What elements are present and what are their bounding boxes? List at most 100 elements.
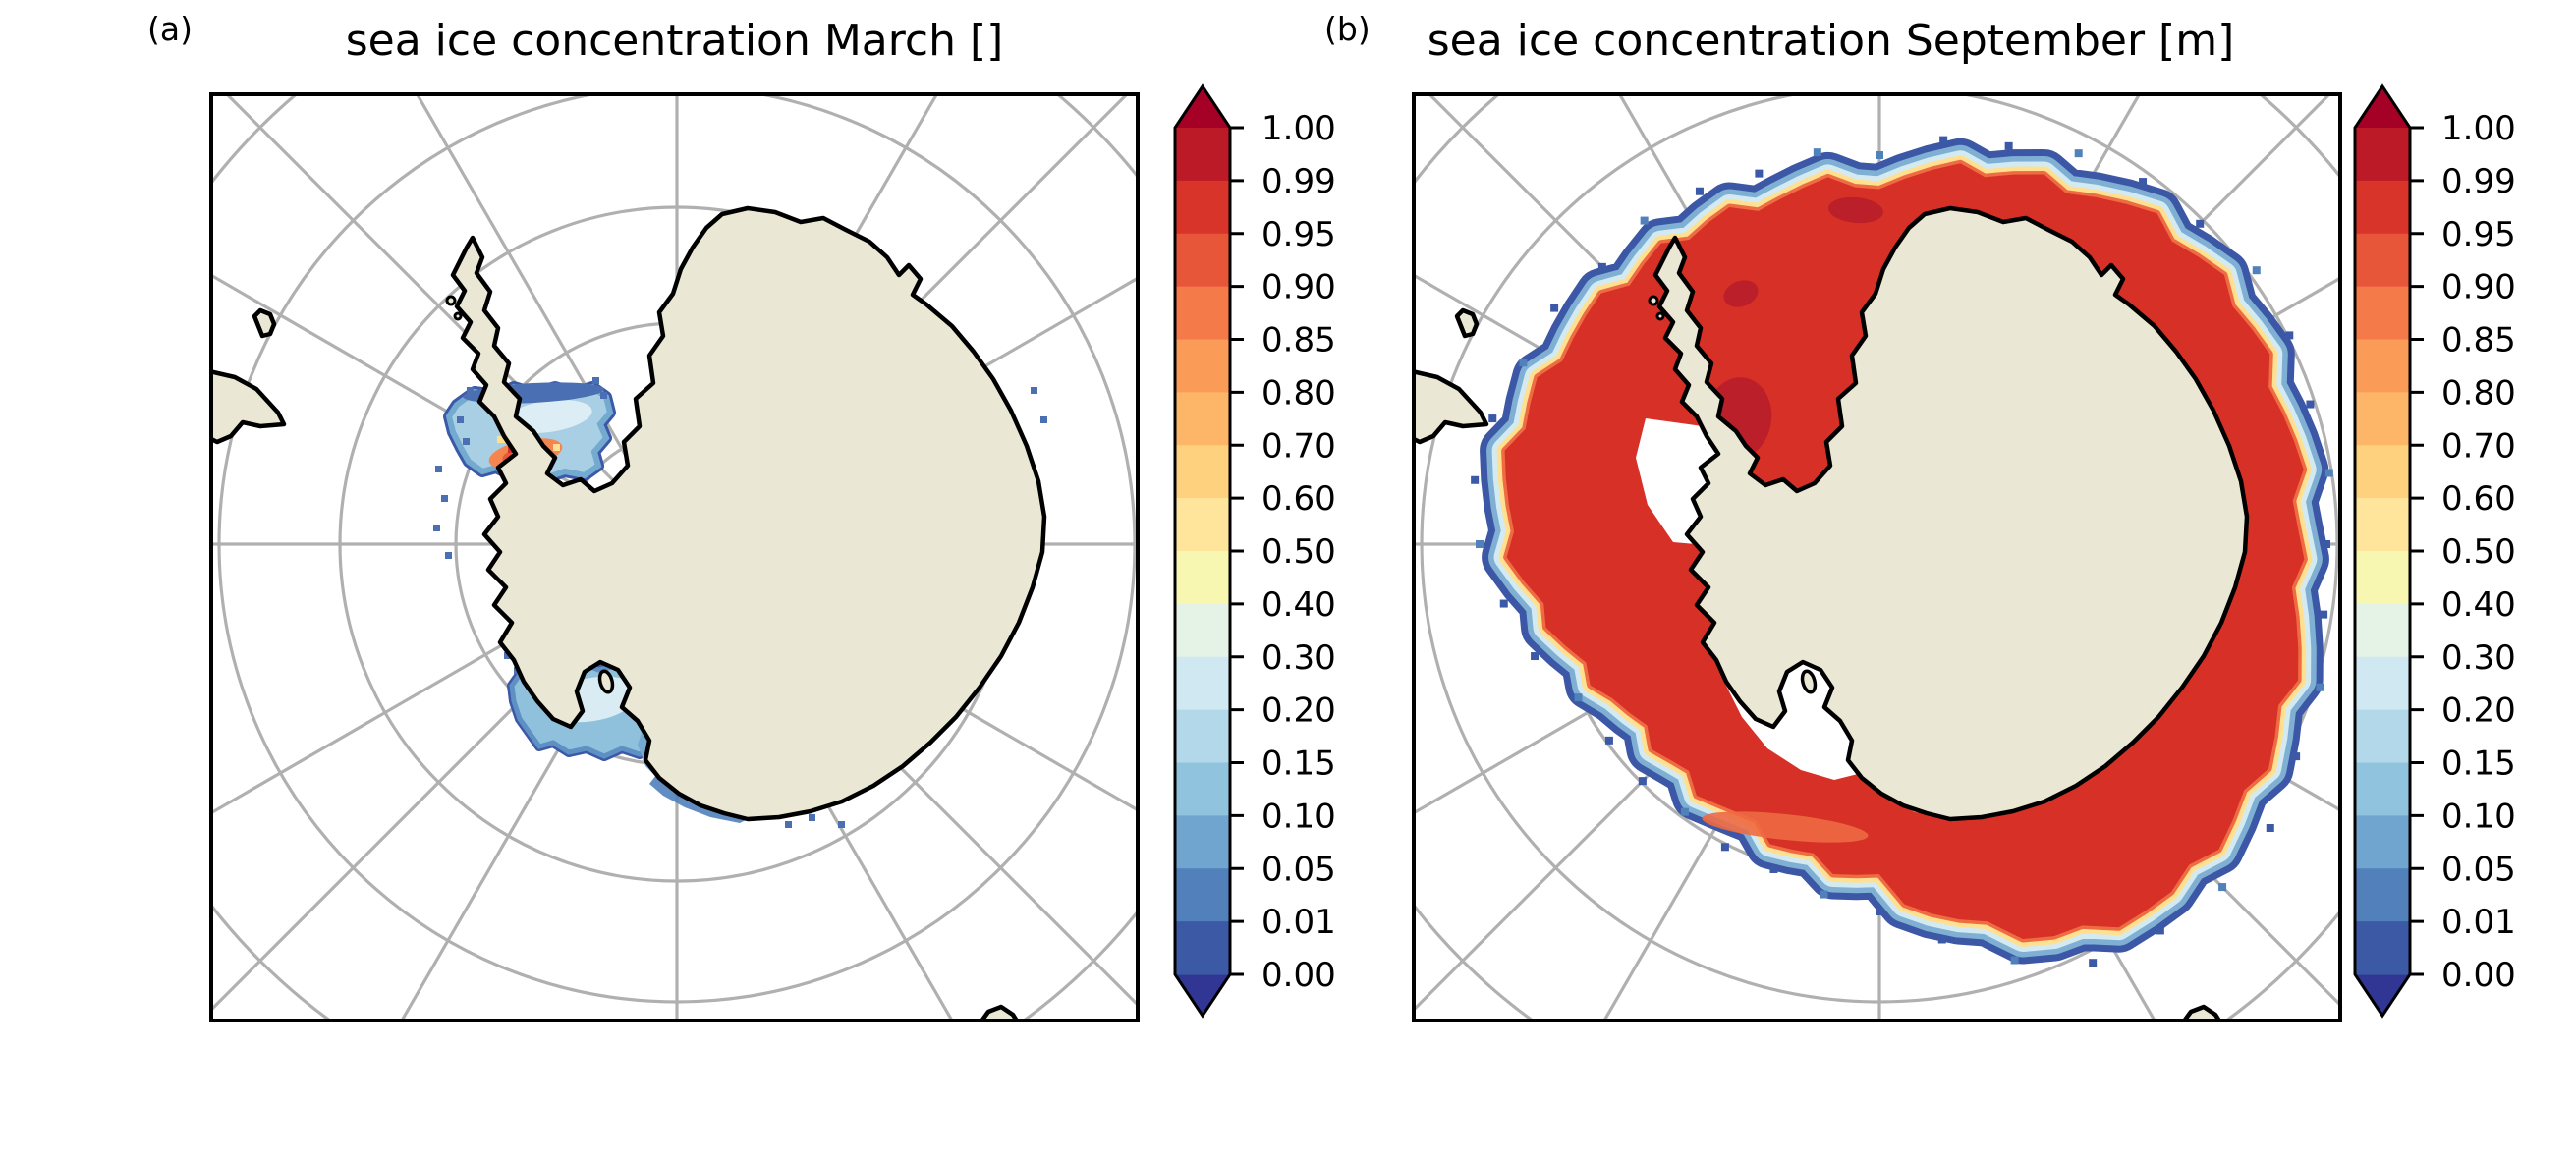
inner-orange-band [1702, 811, 1869, 843]
colorbar-segment [1175, 656, 1230, 711]
colorbar-segment [1175, 445, 1230, 499]
map-september [1412, 92, 2342, 1022]
colorbar-tick-label: 0.40 [2441, 585, 2516, 625]
colorbar-tick-label: 0.30 [2441, 638, 2516, 678]
ice-speck [435, 466, 442, 472]
ice-edge-speck [1769, 864, 1778, 873]
ice-edge-speck [1604, 736, 1613, 745]
ice-speck [457, 416, 464, 423]
colorbar-tick-label: 1.00 [1261, 109, 1336, 148]
colorbar-tick-label: 0.00 [1261, 956, 1336, 995]
ice-edge-speck [2306, 400, 2315, 409]
colorbar-segment [1175, 128, 1230, 182]
island [252, 307, 277, 339]
ice-edge-speck [1695, 187, 1704, 195]
ice-edge-speck [1488, 414, 1497, 423]
islet [453, 311, 463, 321]
colorbar-segment [2355, 603, 2410, 658]
meridian-line [415, 94, 679, 545]
colorbar-segment [2355, 921, 2410, 975]
ice-edge-speck [1876, 151, 1883, 159]
ice-edge-speck [1680, 807, 1689, 816]
ice-edge-speck [1638, 777, 1647, 786]
south-america-tip [1414, 369, 1489, 445]
colorbar-tick-label: 0.05 [2441, 850, 2516, 889]
ice-edge-speck [2156, 926, 2164, 935]
ice-edge-speck [1813, 148, 1821, 157]
ice-edge-speck [2323, 540, 2330, 548]
colorbar-under-arrow [1175, 974, 1230, 1016]
ice-speck [463, 438, 470, 445]
colorbar-under-arrow [2355, 974, 2410, 1016]
ice-edge-speck [2320, 610, 2328, 619]
antarctica [1652, 205, 2250, 822]
colorbar-tick-label: 0.05 [1261, 850, 1336, 889]
ice-speck [809, 814, 815, 821]
bay-island [597, 669, 615, 694]
colorbar-segment [2355, 286, 2410, 341]
ice-edge-speck [2218, 883, 2227, 892]
islet [1655, 311, 1665, 321]
map-march [209, 92, 1140, 1022]
colorbar-segment [1175, 498, 1230, 552]
colorbar-tick-label: 0.60 [2441, 479, 2516, 519]
colorbar-segment [1175, 815, 1230, 869]
colorbar-segment [1175, 762, 1230, 816]
colorbar-tick-label: 0.01 [2441, 903, 2516, 942]
ice-edge-speck [2285, 331, 2294, 340]
ice-edge-speck [1640, 216, 1649, 225]
ice-edge-speck [1597, 262, 1606, 271]
ice-speck [467, 387, 474, 394]
colorbar-segment [1175, 551, 1230, 605]
ice-speck [785, 821, 792, 828]
panel-a-label: (a) [147, 10, 193, 48]
colorbar-march: 1.00 0.99 0.95 0.90 0.85 0.80 0.70 0.60 0.50 0.40… [1173, 83, 1336, 1019]
colorbar-tick-label: 0.20 [2441, 691, 2516, 731]
colorbar-segment [2355, 339, 2410, 393]
colorbar-segment [1175, 921, 1230, 975]
colorbar-tick-label: 0.90 [2441, 268, 2516, 307]
colorbar-segment [1175, 709, 1230, 764]
ice-speck [1040, 416, 1047, 423]
colorbar-segment [2355, 498, 2410, 552]
colorbar-tick-label: 0.15 [1261, 745, 1336, 784]
ice-edge-speck [2324, 469, 2333, 477]
map-frame [1412, 92, 2342, 1022]
colorbar-tick-label: 0.95 [1261, 215, 1336, 254]
colorbar-segment [2355, 868, 2410, 922]
colorbar-segment [1175, 339, 1230, 393]
colorbar-segment [1175, 603, 1230, 658]
ice-edge-speck [1574, 693, 1583, 702]
ice-speck [504, 652, 511, 659]
colorbar-tick-label: 0.80 [1261, 373, 1336, 413]
ice-edge-speck [1471, 475, 1480, 484]
ice-edge-speck [2196, 219, 2205, 228]
panel-b-label: (b) [1324, 10, 1371, 48]
island [2181, 1004, 2222, 1021]
antarctica [450, 205, 1047, 822]
colorbar-tick-label: 0.15 [2441, 745, 2516, 784]
colorbar-tick-label: 0.01 [1261, 903, 1336, 942]
colorbar-segment [2355, 180, 2410, 235]
colorbar-segment [1175, 180, 1230, 235]
colorbar-tick-label: 0.99 [1261, 162, 1336, 201]
ice-edge-speck [2316, 683, 2324, 691]
island [979, 1004, 1020, 1021]
colorbar-tick-label: 0.10 [2441, 797, 2516, 836]
colorbar-segment [2355, 709, 2410, 764]
colorbar-tick-label: 0.50 [2441, 532, 2516, 572]
ice-edge-speck [1876, 908, 1883, 915]
map-frame [209, 92, 1140, 1022]
ice-edge-speck [2004, 141, 2013, 150]
ice-edge-speck [1550, 304, 1559, 312]
colorbar-tick-label: 0.95 [2441, 215, 2516, 254]
island [1454, 307, 1480, 339]
ice-speck [433, 525, 440, 531]
ice-edge-speck [2139, 178, 2148, 187]
colorbar-tick-label: 0.99 [2441, 162, 2516, 201]
ice-speck [1031, 387, 1037, 394]
land [1414, 205, 2250, 1021]
colorbar-september: 1.00 0.99 0.95 0.90 0.85 0.80 0.70 0.60 0.50 0.40… [2353, 83, 2516, 1019]
islet [1648, 295, 1659, 306]
